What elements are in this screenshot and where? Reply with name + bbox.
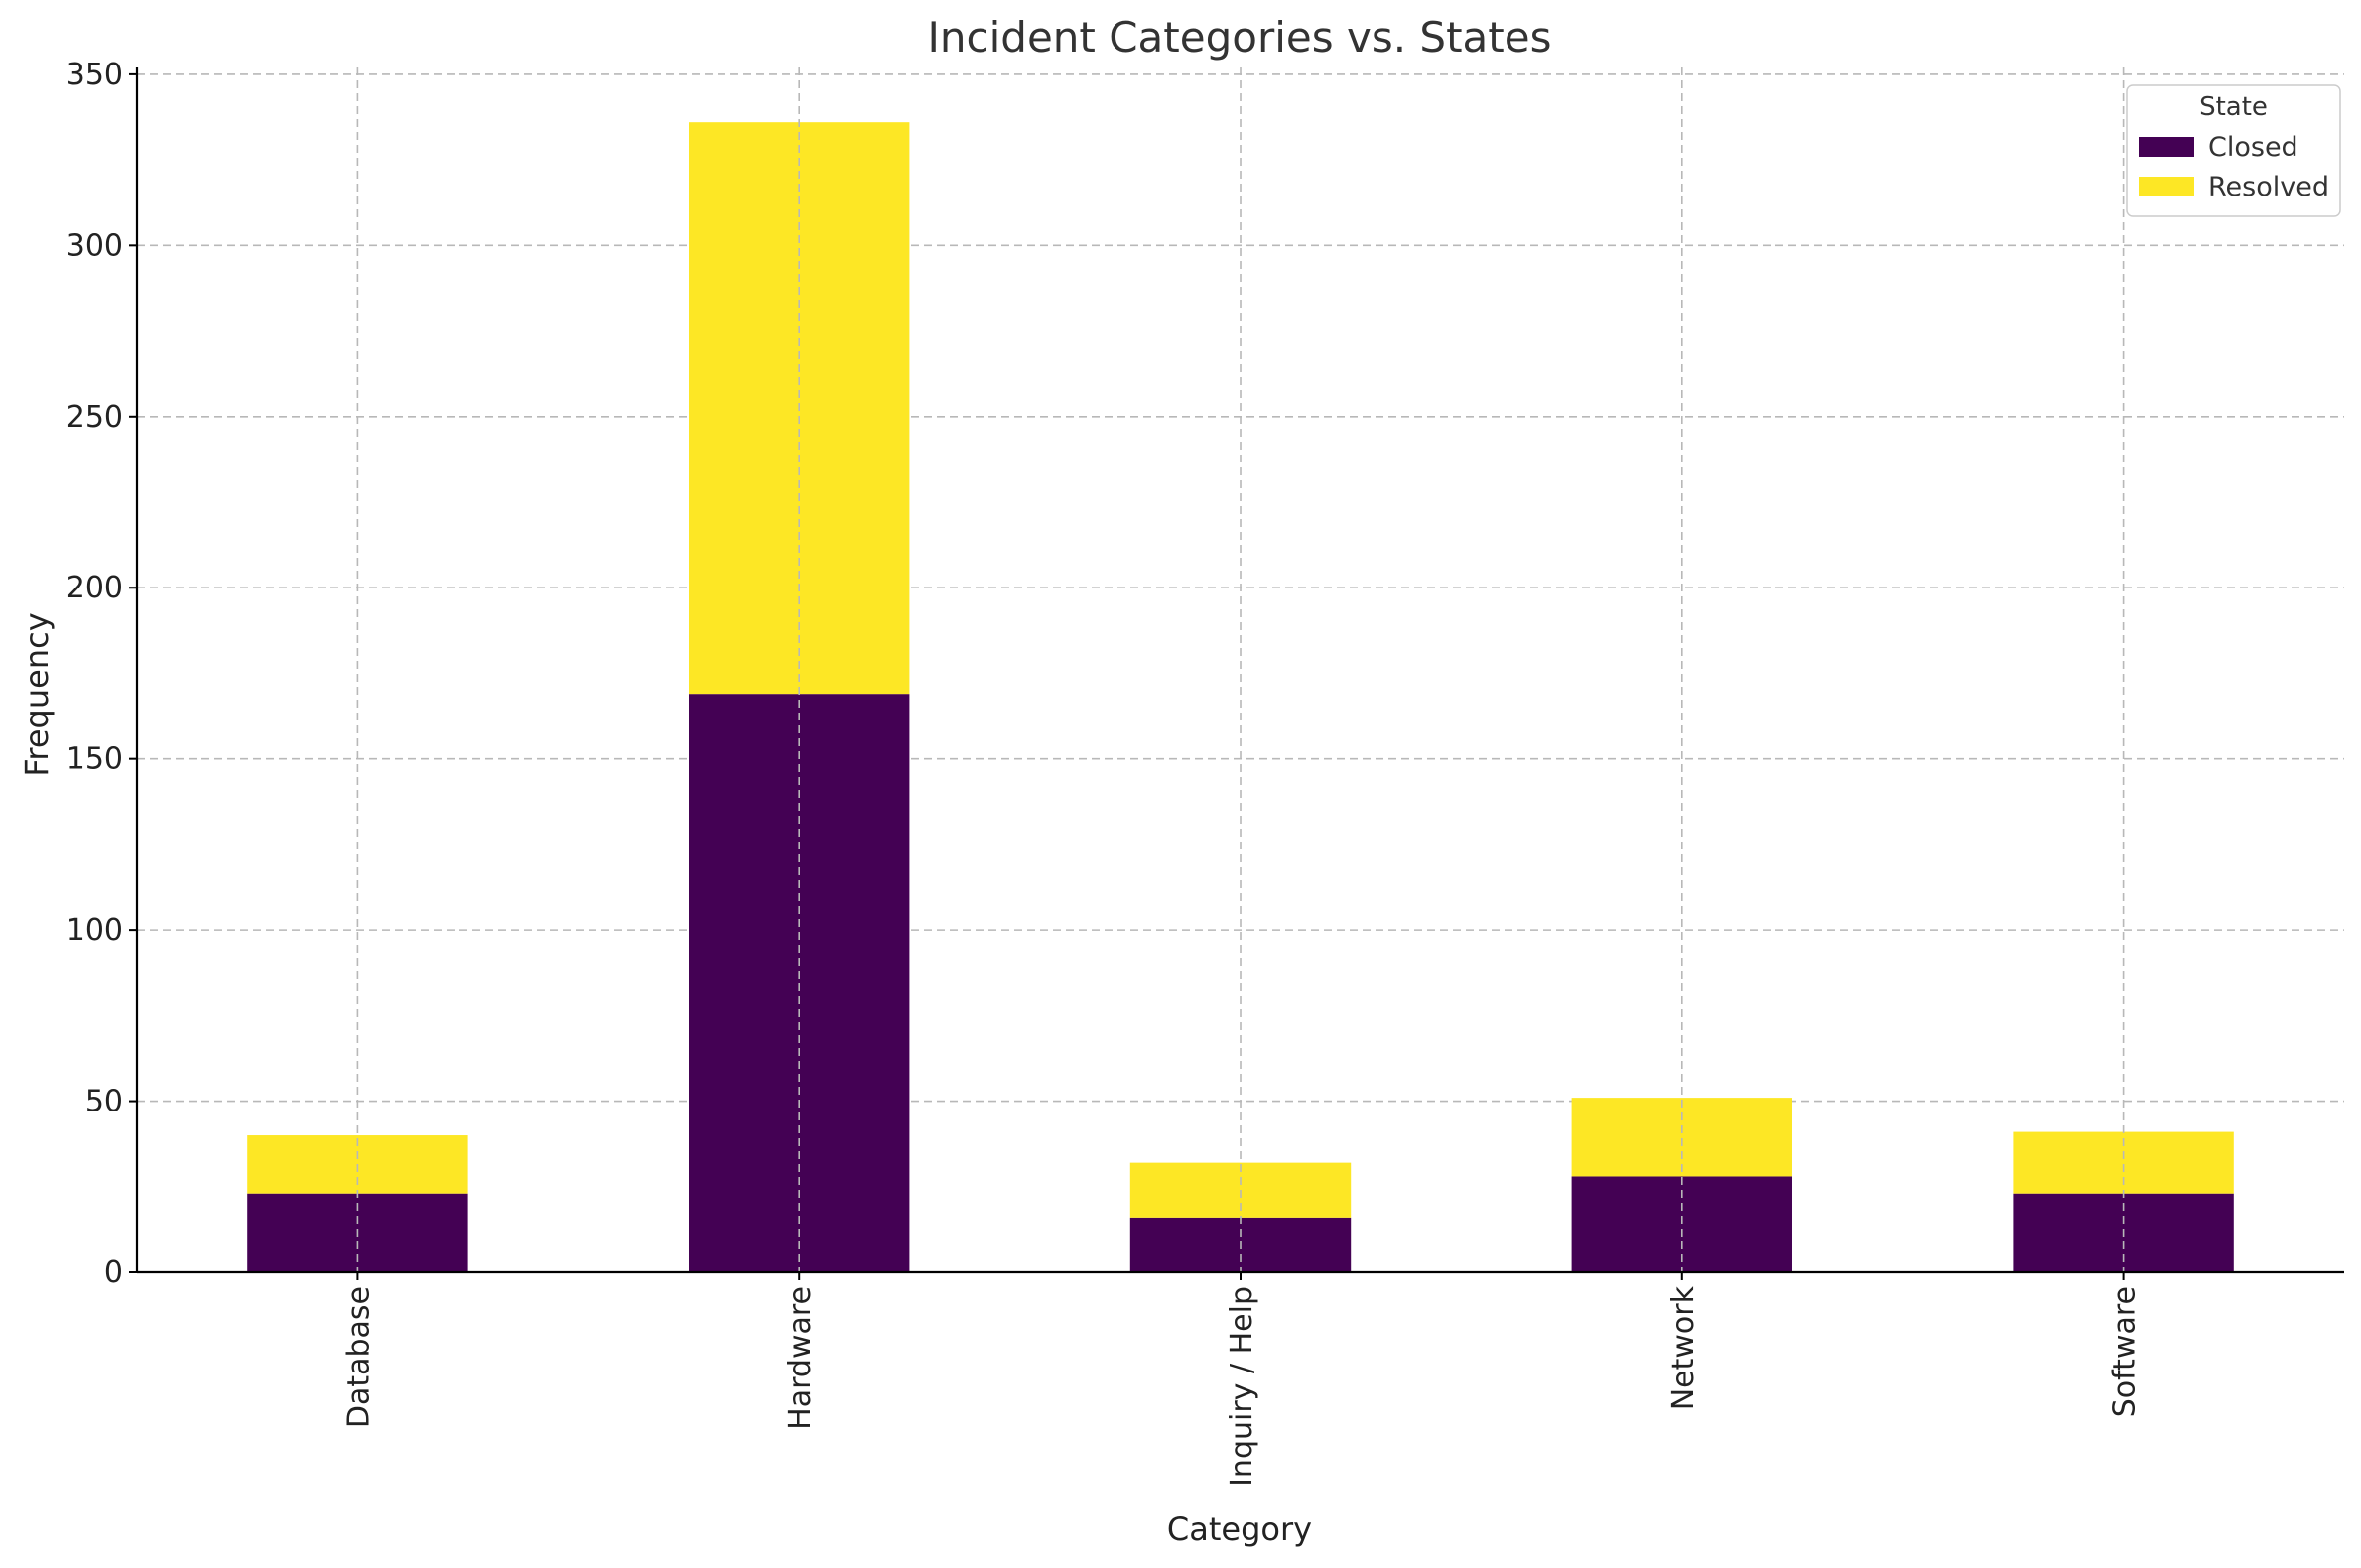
ticks: 0 50 100 150 200 250 300 350 Database Hardware Inq…: [66, 58, 2143, 1487]
legend-label-closed: Closed: [2208, 132, 2298, 163]
x-tick-label: Hardware: [783, 1286, 818, 1430]
legend: State Closed Resolved: [2126, 84, 2341, 217]
x-axis-label: Category: [1167, 1510, 1312, 1548]
x-tick-label: Inquiry / Help: [1225, 1286, 1259, 1487]
y-tick-label: 50: [85, 1085, 123, 1119]
y-tick-label: 150: [66, 742, 123, 777]
legend-title: State: [2199, 92, 2268, 122]
y-tick-label: 200: [66, 571, 123, 605]
y-tick-label: 250: [66, 400, 123, 435]
bar-resolved-network: [1571, 1098, 1792, 1177]
y-tick-label: 0: [104, 1255, 123, 1290]
y-tick-label: 300: [66, 228, 123, 263]
x-tick-label: Network: [1666, 1285, 1701, 1410]
x-tick-label: Software: [2108, 1286, 2143, 1417]
chart-title: Incident Categories vs. States: [928, 13, 1552, 62]
legend-swatch-closed: [2139, 137, 2194, 157]
legend-swatch-resolved: [2139, 177, 2194, 196]
x-tick-label: Database: [341, 1286, 376, 1428]
y-tick-label: 350: [66, 58, 123, 92]
y-axis-label: Frequency: [18, 612, 56, 776]
y-tick-label: 100: [66, 913, 123, 948]
vertical-grid: [356, 67, 2125, 1272]
legend-label-resolved: Resolved: [2208, 172, 2329, 202]
